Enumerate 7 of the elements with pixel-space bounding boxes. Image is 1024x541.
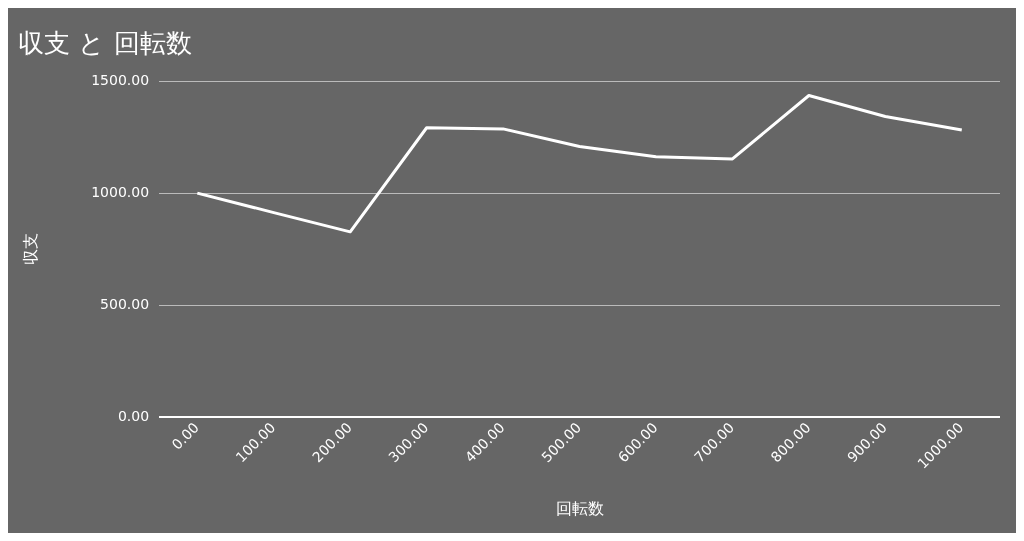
y-axis-title: 収支 <box>20 233 40 266</box>
y-tick-label: 1000.00 <box>91 183 150 200</box>
y-tick-label: 1500.00 <box>91 71 150 88</box>
x-axis-title: 回転数 <box>555 498 604 518</box>
chart-title: 収支 と 回転数 <box>18 28 192 59</box>
y-tick-label: 0.00 <box>117 407 150 424</box>
y-tick-label: 500.00 <box>100 295 150 312</box>
